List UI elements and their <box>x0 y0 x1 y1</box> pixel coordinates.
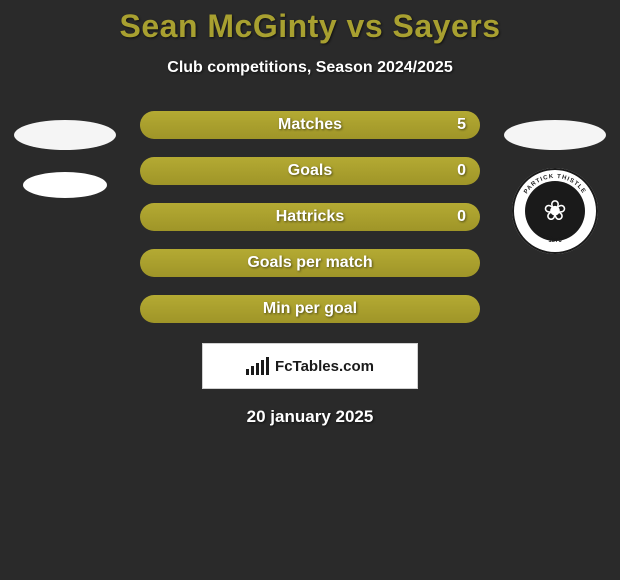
stat-bar-hattricks: Hattricks 0 <box>140 203 480 231</box>
stat-bar-matches: Matches 5 <box>140 111 480 139</box>
left-placeholder-2 <box>23 172 107 198</box>
fctables-logo-icon <box>246 357 269 375</box>
page-title: Sean McGinty vs Sayers <box>0 8 620 45</box>
stat-label: Min per goal <box>263 300 357 318</box>
left-player-column <box>10 120 120 198</box>
stat-bar-goals: Goals 0 <box>140 157 480 185</box>
stat-bar-goals-per-match: Goals per match <box>140 249 480 277</box>
stat-label: Matches <box>278 116 342 134</box>
attribution-box: FcTables.com <box>202 343 418 389</box>
stat-value: 5 <box>457 116 466 134</box>
attribution-text: FcTables.com <box>275 358 374 375</box>
right-player-column: PARTICK THISTLE FOOTBALL CLUB 1876 ❀ <box>500 120 610 254</box>
svg-text:PARTICK THISTLE: PARTICK THISTLE <box>523 174 586 195</box>
club-crest: PARTICK THISTLE FOOTBALL CLUB 1876 ❀ <box>512 168 598 254</box>
stat-label: Goals <box>288 162 332 180</box>
stat-label: Hattricks <box>276 208 344 226</box>
stat-value: 0 <box>457 208 466 226</box>
crest-text-top: PARTICK THISTLE <box>523 174 586 195</box>
crest-year: 1876 <box>548 238 562 244</box>
right-placeholder-1 <box>504 120 606 150</box>
stat-label: Goals per match <box>247 254 372 272</box>
date-text: 20 january 2025 <box>0 407 620 427</box>
comparison-card: Sean McGinty vs Sayers Club competitions… <box>0 0 620 427</box>
left-placeholder-1 <box>14 120 116 150</box>
subtitle: Club competitions, Season 2024/2025 <box>0 59 620 77</box>
crest-ring-text: PARTICK THISTLE FOOTBALL CLUB 1876 <box>512 168 598 254</box>
stat-value: 0 <box>457 162 466 180</box>
stat-bar-min-per-goal: Min per goal <box>140 295 480 323</box>
